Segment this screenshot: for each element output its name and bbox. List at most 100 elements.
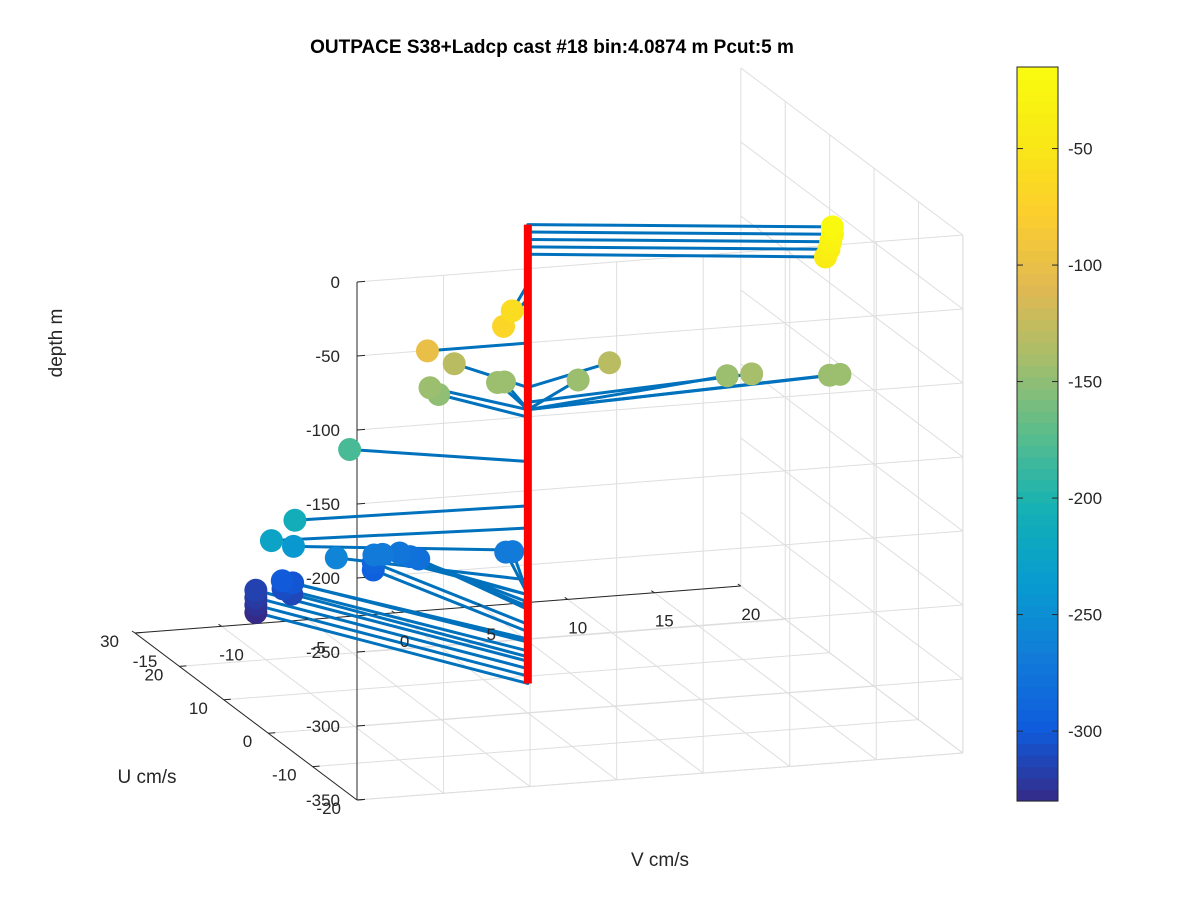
z-tick-label: -200	[306, 569, 340, 588]
z-tick-label: -150	[306, 495, 340, 514]
plot-box	[134, 282, 741, 801]
grid-line	[394, 612, 617, 781]
colorbar-segment	[1017, 434, 1058, 447]
tick-mark	[564, 597, 569, 600]
colorbar-segment	[1017, 204, 1058, 217]
data-point	[281, 534, 305, 558]
tick-mark	[218, 623, 222, 627]
grid-line	[740, 511, 964, 680]
tick-mark	[179, 665, 187, 667]
grid-line	[312, 719, 919, 768]
x-tick-label: 10	[568, 618, 587, 637]
tick-mark	[651, 590, 655, 594]
velocity-vector	[526, 245, 831, 251]
colorbar-segment	[1017, 583, 1058, 596]
colorbar-tick-label: -100	[1068, 256, 1102, 275]
colorbar-segment	[1017, 571, 1058, 584]
grid-line	[356, 382, 963, 431]
y-tick-label: -20	[316, 799, 341, 818]
grid-line	[567, 599, 791, 767]
grid-line	[221, 625, 444, 794]
tick-mark	[356, 280, 366, 283]
velocity-vector	[371, 561, 530, 626]
colorbar-segment	[1017, 640, 1058, 653]
colorbar-segment	[1017, 468, 1058, 481]
grid-line	[740, 585, 964, 754]
colorbar-segment	[1017, 537, 1058, 550]
colorbar-segment	[1017, 548, 1058, 561]
z-tick-label: -100	[306, 421, 340, 440]
data-point	[418, 376, 442, 400]
velocity-vector	[526, 223, 834, 229]
tick-mark	[131, 630, 136, 634]
data-point	[486, 371, 510, 395]
data-point	[501, 540, 525, 564]
velocity-vector	[526, 374, 729, 412]
velocity-vector	[526, 237, 833, 244]
x-tick-label: 0	[400, 632, 409, 651]
colorbar-tick-label: -300	[1068, 722, 1102, 741]
axis-ticks: 0-50-100-150-200-250-300-350-20-10010203…	[100, 273, 760, 818]
colorbar-segment	[1017, 445, 1058, 458]
velocity-vector	[437, 392, 530, 419]
colorbar-tick-label: -150	[1068, 373, 1102, 392]
colorbar-segment	[1017, 365, 1058, 378]
colorbar-tick-label: -250	[1068, 606, 1102, 625]
velocity-vector	[254, 588, 530, 663]
data-point	[388, 541, 412, 565]
data-point	[338, 437, 362, 461]
colorbar-segment	[1017, 743, 1058, 756]
velocity-vector	[269, 526, 530, 543]
tick-mark	[356, 650, 366, 653]
data-point	[598, 351, 622, 375]
velocity-vector	[526, 230, 834, 236]
data-point	[740, 362, 764, 386]
y-axis-label: U cm/s	[117, 767, 176, 788]
colorbar-tick-label: -50	[1068, 140, 1093, 159]
colorbar-segment	[1017, 606, 1058, 619]
colorbar-segment	[1017, 78, 1058, 91]
grid-line	[740, 437, 964, 606]
colorbar-segment	[1017, 594, 1058, 607]
grid-line	[179, 618, 786, 667]
colorbar-segment	[1017, 273, 1058, 286]
x-tick-label: -5	[311, 639, 326, 658]
grid-line	[740, 363, 964, 532]
colorbar-segment	[1017, 628, 1058, 642]
velocity-vector	[290, 592, 530, 659]
velocity-vector	[526, 372, 842, 412]
data-point	[566, 368, 590, 392]
grid-line	[740, 215, 964, 384]
grid-line	[356, 234, 963, 283]
tick-mark	[356, 576, 366, 579]
data-point	[259, 529, 283, 553]
colorbar-segment	[1017, 112, 1058, 125]
colorbar-segment	[1017, 709, 1058, 722]
colorbar-segment	[1017, 89, 1058, 103]
colorbar-segment	[1017, 663, 1058, 676]
y-tick-label: 10	[189, 699, 208, 718]
colorbar-segment	[1017, 755, 1058, 768]
y-tick-label: 20	[144, 665, 163, 684]
z-tick-label: -50	[315, 347, 340, 366]
velocity-vector	[254, 603, 530, 678]
chart-title: OUTPACE S38+Ladcp cast #18 bin:4.0874 m …	[310, 37, 794, 58]
tick-mark	[356, 428, 366, 431]
y-tick-label: 0	[243, 732, 252, 751]
tick-mark	[268, 732, 276, 734]
colorbar-segment	[1017, 789, 1058, 802]
z-axis-label: depth m	[46, 309, 67, 378]
colorbar-segment	[1017, 456, 1058, 470]
tick-mark	[312, 765, 320, 768]
colorbar-segment	[1017, 319, 1058, 332]
grid-line	[740, 67, 964, 236]
colorbar-segment	[1017, 766, 1058, 779]
x-tick-label: 15	[655, 612, 674, 631]
colorbar-segment	[1017, 101, 1058, 114]
tick-mark	[223, 698, 231, 701]
grid-line	[480, 605, 704, 774]
data-point	[820, 215, 844, 239]
data-point	[442, 352, 466, 376]
grid-line	[740, 141, 964, 310]
colorbar-segment	[1017, 560, 1058, 573]
